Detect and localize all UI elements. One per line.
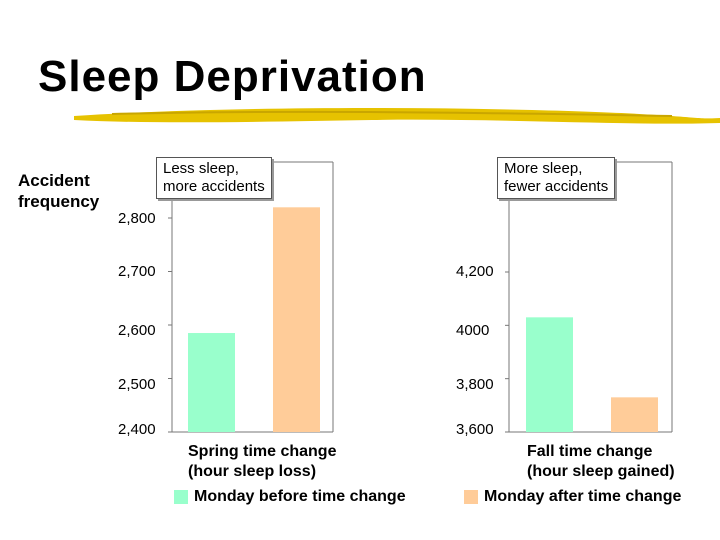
bar-before bbox=[188, 333, 235, 432]
spring-xlabel-line-2: (hour sleep loss) bbox=[188, 463, 317, 480]
legend-item-before: Monday before time change bbox=[174, 488, 406, 506]
left-ytick-label: 2,500 bbox=[118, 376, 156, 393]
page-title: Sleep Deprivation bbox=[38, 52, 427, 101]
spring-xlabel-line-1: Spring time change bbox=[188, 443, 337, 460]
legend-label-after: Monday after time change bbox=[484, 488, 682, 505]
bar-before bbox=[526, 317, 573, 432]
callout-less-sleep: Less sleep, more accidents bbox=[156, 157, 272, 199]
callout-more-sleep-line-2: fewer accidents bbox=[504, 178, 609, 195]
left-ytick-label: 2,700 bbox=[118, 263, 156, 280]
legend-label-before: Monday before time change bbox=[194, 488, 406, 505]
bar-after bbox=[611, 397, 658, 432]
fall-xlabel-line-1: Fall time change bbox=[527, 443, 653, 460]
right-ytick-label: 4,200 bbox=[456, 263, 494, 280]
callout-less-sleep-line-1: Less sleep, bbox=[163, 160, 239, 177]
left-ytick-label: 2,800 bbox=[118, 210, 156, 227]
callout-less-sleep-line-2: more accidents bbox=[163, 178, 265, 195]
right-ytick-label: 4000 bbox=[456, 322, 490, 339]
callout-more-sleep: More sleep, fewer accidents bbox=[497, 157, 616, 199]
title-underline-decoration bbox=[74, 108, 720, 124]
spring-xlabel: Spring time change (hour sleep loss) bbox=[188, 442, 336, 482]
legend-swatch-after bbox=[464, 490, 478, 504]
y-axis-label-line-2: frequency bbox=[18, 192, 100, 211]
legend-item-after: Monday after time change bbox=[464, 488, 681, 506]
legend-swatch-before bbox=[174, 490, 188, 504]
y-axis-label-line-1: Accident bbox=[18, 171, 90, 190]
right-ytick-label: 3,600 bbox=[456, 421, 494, 438]
callout-more-sleep-line-1: More sleep, bbox=[504, 160, 583, 177]
right-ytick-label: 3,800 bbox=[456, 376, 494, 393]
bar-after bbox=[273, 207, 320, 432]
y-axis-label: Accident frequency bbox=[18, 170, 99, 212]
fall-xlabel: Fall time change (hour sleep gained) bbox=[527, 442, 675, 482]
left-ytick-label: 2,600 bbox=[118, 322, 156, 339]
fall-xlabel-line-2: (hour sleep gained) bbox=[527, 463, 675, 480]
left-ytick-label: 2,400 bbox=[118, 421, 156, 438]
